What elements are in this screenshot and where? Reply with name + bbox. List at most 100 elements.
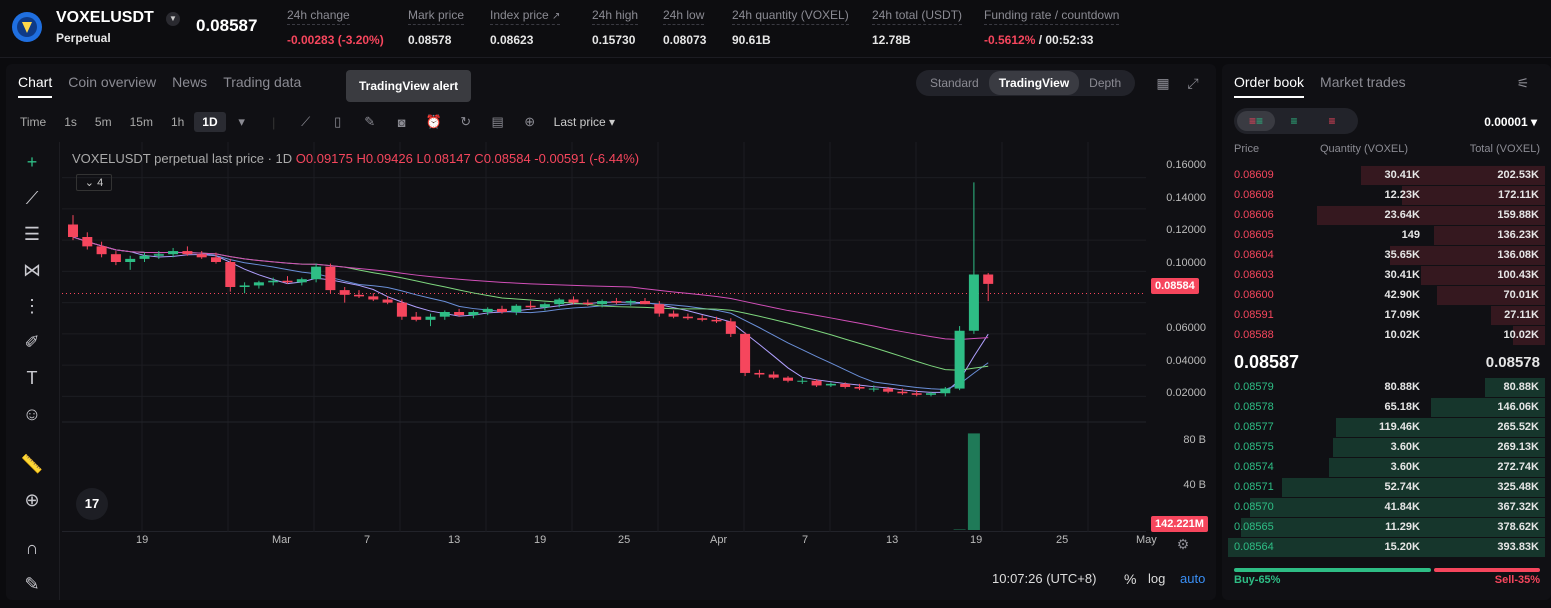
bid-row[interactable]: 0.08575 3.60K 269.13K [1228, 438, 1545, 457]
view-both-icon[interactable]: ≡≡ [1237, 111, 1275, 131]
tick-size-dropdown[interactable]: 0.00001 ▾ [1484, 115, 1537, 129]
ask-row[interactable]: 0.08604 35.65K 136.08K [1228, 246, 1545, 265]
add-icon[interactable]: ⊕ [524, 114, 536, 129]
log-scale-button[interactable]: log [1148, 571, 1166, 586]
price-axis[interactable]: 0.16000 0.14000 0.12000 0.10000 0.06000 … [1166, 159, 1206, 491]
orderbook-settings-icon[interactable]: ⚟ [1516, 75, 1530, 91]
orderbook-mid: 0.08587 0.08578 [1234, 352, 1540, 373]
auto-scale-button[interactable]: auto [1180, 571, 1206, 586]
depth-bar [1316, 206, 1545, 225]
ask-row[interactable]: 0.08591 17.09K 27.11K [1228, 306, 1545, 325]
tab-trading-data[interactable]: Trading data [223, 74, 302, 90]
ask-qty: 42.90K [1384, 289, 1420, 301]
chart-tabs: Chart Coin overview News Trading data [18, 74, 317, 98]
orderbook-view-switch: ≡≡ ≡ ≡ [1234, 108, 1358, 134]
ask-price: 0.08609 [1234, 169, 1274, 181]
bid-row[interactable]: 0.08574 3.60K 272.74K [1228, 458, 1545, 477]
chevron-down-icon: ▾ [609, 115, 616, 129]
ask-row[interactable]: 0.08605 149 136.23K [1228, 226, 1545, 245]
candle-body [554, 299, 565, 305]
chart-legend: VOXELUSDT perpetual last price · 1D O0.0… [72, 151, 640, 166]
zoom-icon[interactable]: ⊕ [24, 490, 40, 510]
fullscreen-icon[interactable]: ⤢ [1187, 75, 1199, 91]
ask-price: 0.08588 [1234, 329, 1274, 341]
trendline-icon[interactable]: ⟋ [25, 188, 39, 208]
layout-grid-icon[interactable]: ▦ [1156, 75, 1170, 91]
view-asks-icon[interactable]: ≡ [1328, 114, 1336, 128]
view-depth[interactable]: Depth [1089, 76, 1122, 90]
sell-ratio-bar [1434, 568, 1540, 572]
indicator-toggle[interactable]: ⌄ 4 [76, 174, 112, 191]
candle-body [682, 316, 693, 319]
candle-body [139, 255, 150, 259]
depth-bar [1250, 498, 1545, 517]
alarm-icon[interactable]: ⏰ [425, 114, 442, 129]
view-tradingview[interactable]: TradingView [988, 71, 1080, 95]
tab-news[interactable]: News [172, 74, 208, 90]
chart-footer: 10:07:26 (UTC+8) % log auto [62, 564, 1212, 594]
timeframe-time[interactable]: Time [20, 115, 47, 129]
price-chart[interactable]: VOXELUSDT perpetual last price · 1D O0.0… [62, 142, 1146, 532]
stat-24h-total: 24h total (USDT) 12.78B [872, 8, 963, 47]
symbol-dropdown-icon[interactable]: ▼ [166, 12, 180, 26]
ask-row[interactable]: 0.08606 23.64K 159.88K [1228, 206, 1545, 225]
timeframe-more-icon[interactable]: ▾ [238, 114, 245, 129]
view-bids-icon[interactable]: ≡ [1290, 114, 1298, 128]
timeframe-1h[interactable]: 1h [170, 115, 185, 129]
ruler-icon[interactable]: 📏 [20, 454, 44, 474]
candle-body [597, 301, 608, 305]
timeframe-1s[interactable]: 1s [64, 115, 77, 129]
time-axis[interactable]: 19 Mar 7 13 19 25 Apr 7 13 19 25 May [136, 534, 1157, 546]
bid-total: 80.88K [1503, 381, 1539, 393]
ask-total: 27.11K [1504, 309, 1539, 321]
view-standard[interactable]: Standard [930, 76, 979, 90]
emoji-icon[interactable]: ☺ [22, 404, 42, 424]
drawing-toolbar: + ⟋ ☰ ⋈ ⋮ ✐ T ☺ 📏 ⊕ ∩ ✎ [6, 142, 60, 600]
replay-icon[interactable]: ↻ [460, 114, 472, 129]
bid-total: 367.32K [1497, 501, 1539, 513]
price-source-dropdown[interactable]: Last price ▾ [553, 115, 616, 129]
magnet-icon[interactable]: ∩ [25, 538, 39, 558]
symbol-name[interactable]: VOXELUSDT [56, 9, 154, 26]
timeframe-1d[interactable]: 1D [194, 112, 226, 132]
view-switcher: Standard TradingView Depth [916, 70, 1136, 96]
bid-row[interactable]: 0.08565 11.29K 378.62K [1228, 518, 1545, 537]
ask-row[interactable]: 0.08588 10.02K 10.02K [1228, 326, 1545, 345]
ask-row[interactable]: 0.08603 30.41K 100.43K [1228, 266, 1545, 285]
bid-row[interactable]: 0.08577 119.46K 265.52K [1228, 418, 1545, 437]
bid-row[interactable]: 0.08564 15.20K 393.83K [1228, 538, 1545, 557]
crosshair-icon[interactable]: + [26, 152, 38, 172]
depth-bar [1240, 518, 1545, 537]
candle-body [811, 380, 822, 386]
brush-icon[interactable]: ✐ [24, 332, 40, 352]
tab-coin-overview[interactable]: Coin overview [68, 74, 157, 90]
tab-order-book[interactable]: Order book [1234, 74, 1305, 98]
bid-row[interactable]: 0.08579 80.88K 80.88K [1228, 378, 1545, 397]
settings-gear-icon[interactable]: ⚙ [1176, 536, 1190, 552]
lock-drawing-icon[interactable]: ✎ [24, 574, 40, 594]
fib-icon[interactable]: ⋮ [23, 296, 41, 316]
ask-row[interactable]: 0.08608 12.23K 172.11K [1228, 186, 1545, 205]
horizontal-lines-icon[interactable]: ☰ [23, 224, 41, 244]
bid-row[interactable]: 0.08571 52.74K 325.48K [1228, 478, 1545, 497]
tab-market-trades[interactable]: Market trades [1320, 74, 1406, 90]
bid-price: 0.08578 [1234, 401, 1274, 413]
ask-row[interactable]: 0.08600 42.90K 70.01K [1228, 286, 1545, 305]
text-icon[interactable]: T [26, 368, 38, 388]
bid-row[interactable]: 0.08578 65.18K 146.06K [1228, 398, 1545, 417]
pattern-icon[interactable]: ⋈ [23, 260, 41, 280]
pencil-icon[interactable]: ✎ [364, 114, 376, 129]
timeframe-15m[interactable]: 15m [129, 115, 153, 129]
candle-type-icon[interactable]: ▯ [334, 114, 342, 129]
indicators-icon[interactable]: ⟋ [301, 114, 311, 129]
depth-bar [1421, 266, 1545, 285]
timeframe-5m[interactable]: 5m [94, 115, 112, 129]
calendar-icon[interactable]: ▤ [491, 114, 504, 129]
bid-qty: 15.20K [1384, 541, 1420, 553]
camera-icon[interactable]: ◙ [397, 114, 406, 130]
bid-row[interactable]: 0.08570 41.84K 367.32K [1228, 498, 1545, 517]
tab-chart[interactable]: Chart [18, 74, 53, 98]
percent-scale-button[interactable]: % [1124, 571, 1137, 587]
candle-body [482, 308, 493, 312]
ask-row[interactable]: 0.08609 30.41K 202.53K [1228, 166, 1545, 185]
